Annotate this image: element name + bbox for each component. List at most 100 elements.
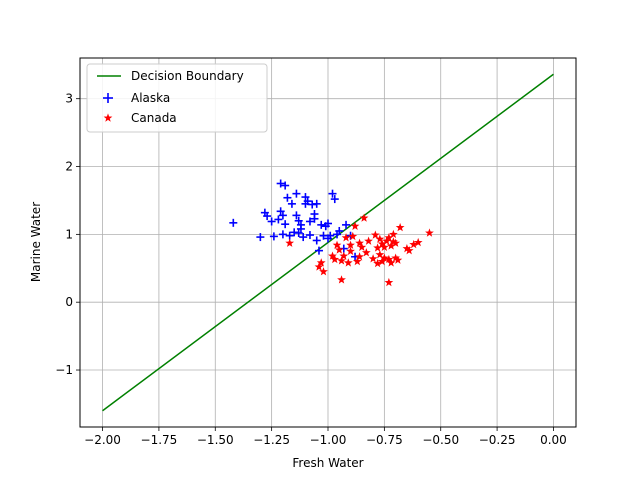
canada-point [395, 222, 405, 232]
alaska-point [305, 217, 314, 226]
alaska-point [328, 189, 337, 198]
canada-point [355, 252, 364, 261]
alaska-point [326, 231, 335, 240]
alaska-point [278, 230, 287, 239]
canada-point [328, 251, 337, 260]
legend-star-marker [103, 113, 113, 122]
y-tick-label: −1 [55, 363, 73, 377]
alaska-point [312, 236, 321, 245]
alaska-point [296, 224, 305, 233]
canada-point [413, 237, 423, 247]
canada-point [409, 239, 419, 249]
canada-point [384, 277, 394, 287]
legend-label-alaska: Alaska [131, 91, 170, 105]
canada-point [337, 256, 346, 265]
alaska-point [276, 179, 285, 188]
y-axis-label: Marine Water [29, 202, 43, 282]
alaska-point [292, 189, 301, 198]
canada-point [364, 236, 373, 245]
canada-point [337, 275, 346, 284]
alaska-point [281, 220, 290, 229]
canada-point [425, 228, 434, 237]
x-axis: −2.00 −1.75 −1.50 −1.25 −1.00 −0.75 −0.50 −0.25… [84, 427, 567, 447]
canada-point [384, 233, 394, 242]
alaska-point [319, 231, 328, 240]
alaska-point [281, 181, 290, 190]
canada-point [379, 253, 389, 262]
canada-point [285, 238, 295, 247]
alaska-point [263, 212, 272, 221]
alaska-point [299, 233, 308, 242]
y-tick-label: 0 [65, 295, 73, 309]
alaska-point [301, 193, 310, 202]
canada-point [357, 242, 367, 251]
alaska-point [330, 195, 339, 204]
canada-point [350, 221, 360, 230]
alaska-point [267, 217, 276, 226]
x-tick-label: −1.75 [141, 433, 178, 447]
canada-point [391, 238, 401, 247]
canada-point [375, 250, 385, 259]
canada-point [389, 237, 398, 246]
y-tick-label: 1 [65, 227, 73, 241]
alaska-point [274, 215, 283, 224]
x-tick-label: −1.00 [310, 433, 347, 447]
canada-point [368, 254, 378, 263]
y-tick-label: 3 [65, 92, 73, 106]
alaska-point [294, 216, 303, 225]
canada-point [352, 256, 362, 266]
alaska-point [303, 197, 312, 206]
alaska-point [305, 231, 314, 240]
canada-point [389, 229, 398, 239]
x-tick-label: −0.75 [366, 433, 403, 447]
alaska-point [229, 218, 238, 227]
canada-point [355, 238, 364, 247]
canada-point [332, 240, 342, 249]
canada-point [341, 233, 351, 242]
legend-label-decision-boundary: Decision Boundary [131, 69, 244, 83]
canada-point [370, 230, 380, 239]
y-tick-label: 2 [65, 160, 73, 174]
x-tick-label: −2.00 [84, 433, 121, 447]
canada-point [339, 251, 349, 260]
x-tick-label: −0.50 [422, 433, 459, 447]
alaska-point [278, 211, 287, 220]
alaska-point [317, 220, 326, 229]
canada-point [361, 248, 371, 257]
x-tick-label: 0.00 [540, 433, 567, 447]
x-tick-label: −0.25 [479, 433, 516, 447]
alaska-point [314, 246, 323, 255]
canada-point [384, 254, 394, 264]
canada-point [343, 258, 353, 267]
canada-point [316, 258, 326, 267]
alaska-point [342, 220, 351, 229]
canada-point [375, 234, 385, 243]
decision-boundary-line [102, 73, 554, 412]
canada-point [377, 239, 387, 248]
x-tick-label: −1.50 [197, 433, 234, 447]
legend: Decision Boundary Alaska Canada [86, 63, 268, 133]
x-axis-label: Fresh Water [292, 456, 363, 470]
alaska-point [287, 199, 296, 208]
canada-point [386, 241, 396, 250]
canada-point [386, 258, 396, 267]
alaska-point [312, 199, 321, 208]
canada-point [391, 253, 401, 262]
legend-box [86, 63, 268, 133]
alaska-point [294, 229, 303, 238]
alaska-point [310, 214, 319, 223]
y-axis: −1 0 1 2 3 [55, 92, 80, 377]
canada-point [319, 267, 328, 276]
canada-point [373, 258, 382, 268]
canada-point [314, 262, 324, 271]
alaska-point [256, 233, 265, 242]
alaska-point [269, 232, 278, 241]
alaska-point [292, 211, 301, 220]
canada-point [334, 245, 344, 254]
alaska-point [285, 231, 294, 240]
alaska-point [283, 193, 292, 202]
legend-plus-marker [103, 93, 113, 103]
x-tick-label: −1.25 [253, 433, 290, 447]
alaska-point [276, 207, 285, 216]
